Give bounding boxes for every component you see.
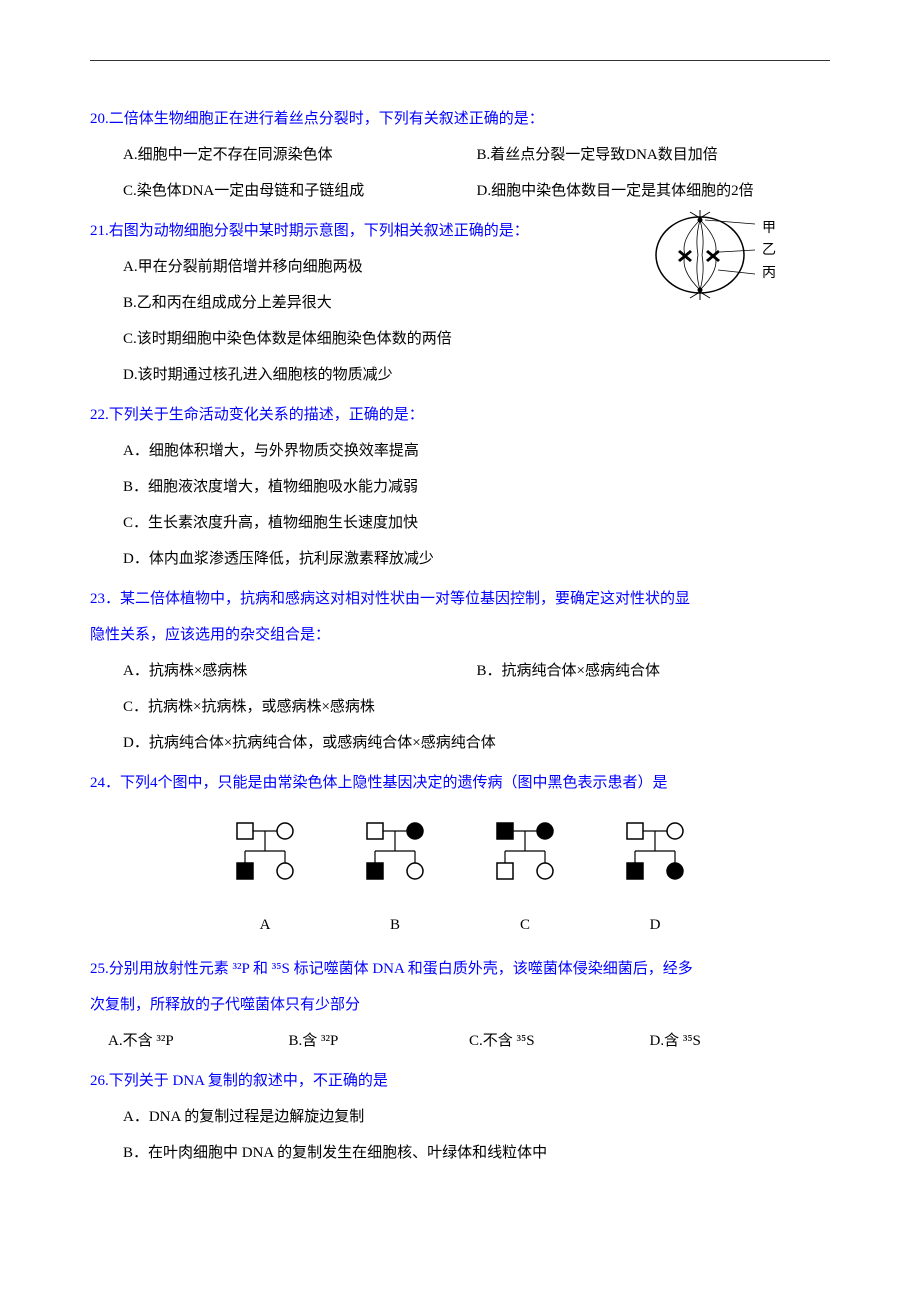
question-22: 22.下列关于生命活动变化关系的描述，正确的是： A．细胞体积增大，与外界物质交… xyxy=(90,397,830,577)
q21-opt-c: C.该时期细胞中染色体数是体细胞染色体数的两倍 xyxy=(90,321,830,357)
q22-opt-c: C．生长素浓度升高，植物细胞生长速度加快 xyxy=(90,505,830,541)
q23-opt-b: B．抗病纯合体×感病纯合体 xyxy=(477,653,831,689)
question-26: 26.下列关于 DNA 复制的叙述中，不正确的是 A．DNA 的复制过程是边解旋… xyxy=(90,1063,830,1171)
q25-opt-c: C.不含 ³⁵S xyxy=(469,1023,650,1059)
q25-stem-l1: 25.分别用放射性元素 ³²P 和 ³⁵S 标记噬菌体 DNA 和蛋白质外壳，该… xyxy=(90,951,830,987)
q25-stem-l2: 次复制，所释放的子代噬菌体只有少部分 xyxy=(90,987,830,1023)
pedigree-B: B xyxy=(350,819,440,943)
q23-stem-l1: 23．某二倍体植物中，抗病和感病这对相对性状由一对等位基因控制，要确定这对性状的… xyxy=(90,581,830,617)
question-24: 24．下列4个图中，只能是由常染色体上隐性基因决定的遗传病（图中黑色表示患者）是… xyxy=(90,765,830,943)
header-divider xyxy=(90,60,830,61)
pedigree-label: A xyxy=(220,907,310,943)
q20-opt-c: C.染色体DNA一定由母链和子链组成 xyxy=(123,173,477,209)
question-25: 25.分别用放射性元素 ³²P 和 ³⁵S 标记噬菌体 DNA 和蛋白质外壳，该… xyxy=(90,951,830,1059)
q20-row1: A.细胞中一定不存在同源染色体 B.着丝点分裂一定导致DNA数目加倍 xyxy=(90,137,830,173)
q25-opt-b: B.含 ³²P xyxy=(289,1023,470,1059)
q23-row1: A．抗病株×感病株 B．抗病纯合体×感病纯合体 xyxy=(90,653,830,689)
q23-opt-d: D．抗病纯合体×抗病纯合体，或感病纯合体×感病纯合体 xyxy=(90,725,830,761)
q26-opt-b: B．在叶肉细胞中 DNA 的复制发生在细胞核、叶绿体和线粒体中 xyxy=(90,1135,830,1171)
q26-opt-a: A．DNA 的复制过程是边解旋边复制 xyxy=(90,1099,830,1135)
cell-division-diagram: 甲 乙 丙 xyxy=(650,210,800,305)
q25-options: A.不含 ³²P B.含 ³²P C.不含 ³⁵S D.含 ³⁵S xyxy=(90,1023,830,1059)
q20-opt-b: B.着丝点分裂一定导致DNA数目加倍 xyxy=(477,137,831,173)
pedigree-A: A xyxy=(220,819,310,943)
q23-stem-l2: 隐性关系，应该选用的杂交组合是： xyxy=(90,617,830,653)
q20-opt-d: D.细胞中染色体数目一定是其体细胞的2倍 xyxy=(477,173,831,209)
q23-opt-c: C．抗病株×抗病株，或感病株×感病株 xyxy=(90,689,830,725)
q20-stem: 20.二倍体生物细胞正在进行着丝点分裂时，下列有关叙述正确的是： xyxy=(90,101,830,137)
label-yi: 乙 xyxy=(762,240,776,262)
page: 20.二倍体生物细胞正在进行着丝点分裂时，下列有关叙述正确的是： A.细胞中一定… xyxy=(0,0,920,1302)
pedigree-label: D xyxy=(610,907,700,943)
question-23: 23．某二倍体植物中，抗病和感病这对相对性状由一对等位基因控制，要确定这对性状的… xyxy=(90,581,830,761)
label-jia: 甲 xyxy=(762,218,776,240)
pedigree-icon xyxy=(610,819,700,889)
pedigree-label: B xyxy=(350,907,440,943)
label-bing: 丙 xyxy=(762,263,776,285)
q25-opt-d: D.含 ³⁵S xyxy=(650,1023,831,1059)
q20-row2: C.染色体DNA一定由母链和子链组成 D.细胞中染色体数目一定是其体细胞的2倍 xyxy=(90,173,830,209)
q26-stem: 26.下列关于 DNA 复制的叙述中，不正确的是 xyxy=(90,1063,830,1099)
cell-labels: 甲 乙 丙 xyxy=(762,218,776,285)
q24-stem: 24．下列4个图中，只能是由常染色体上隐性基因决定的遗传病（图中黑色表示患者）是 xyxy=(90,765,830,801)
q22-opt-b: B．细胞液浓度增大，植物细胞吸水能力减弱 xyxy=(90,469,830,505)
q22-stem: 22.下列关于生命活动变化关系的描述，正确的是： xyxy=(90,397,830,433)
pedigree-D: D xyxy=(610,819,700,943)
pedigree-row: A B C D xyxy=(90,819,830,943)
pedigree-icon xyxy=(350,819,440,889)
q21-opt-d: D.该时期通过核孔进入细胞核的物质减少 xyxy=(90,357,830,393)
pedigree-C: C xyxy=(480,819,570,943)
pedigree-icon xyxy=(220,819,310,889)
q23-opt-a: A．抗病株×感病株 xyxy=(123,653,477,689)
q22-opt-a: A．细胞体积增大，与外界物质交换效率提高 xyxy=(90,433,830,469)
pedigree-label: C xyxy=(480,907,570,943)
q22-opt-d: D．体内血浆渗透压降低，抗利尿激素释放减少 xyxy=(90,541,830,577)
q25-opt-a: A.不含 ³²P xyxy=(108,1023,289,1059)
question-20: 20.二倍体生物细胞正在进行着丝点分裂时，下列有关叙述正确的是： A.细胞中一定… xyxy=(90,101,830,209)
cell-svg-icon xyxy=(650,210,760,300)
q20-opt-a: A.细胞中一定不存在同源染色体 xyxy=(123,137,477,173)
pedigree-icon xyxy=(480,819,570,889)
